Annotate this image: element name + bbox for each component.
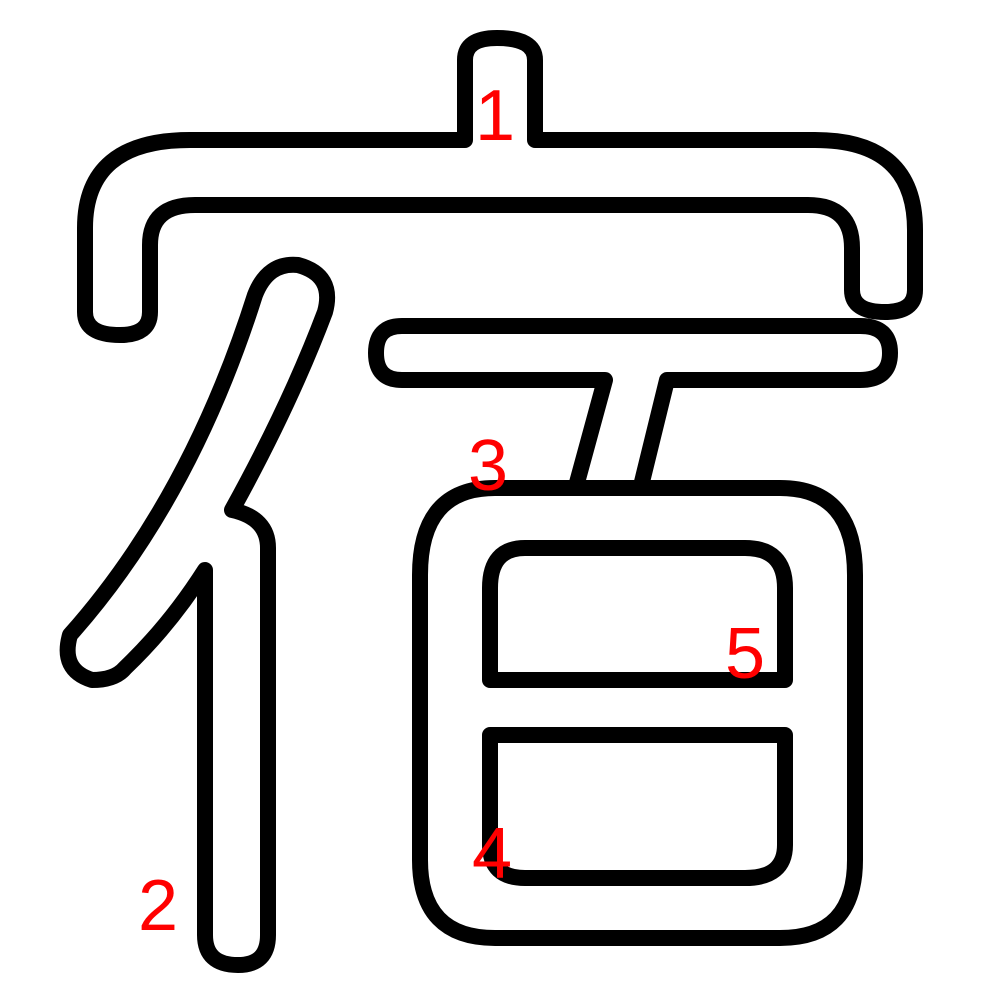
stroke-number-4: 4 [472,814,512,894]
stroke-1-roof [77,30,923,343]
stroke-2-person [59,256,336,973]
stroke-number-5: 5 [725,614,765,694]
stroke-3-top [368,318,898,498]
stroke-number-2: 2 [138,866,178,946]
stroke-4-box [412,480,863,946]
stroke-number-1: 1 [475,76,515,156]
stroke-number-3: 3 [468,426,508,506]
